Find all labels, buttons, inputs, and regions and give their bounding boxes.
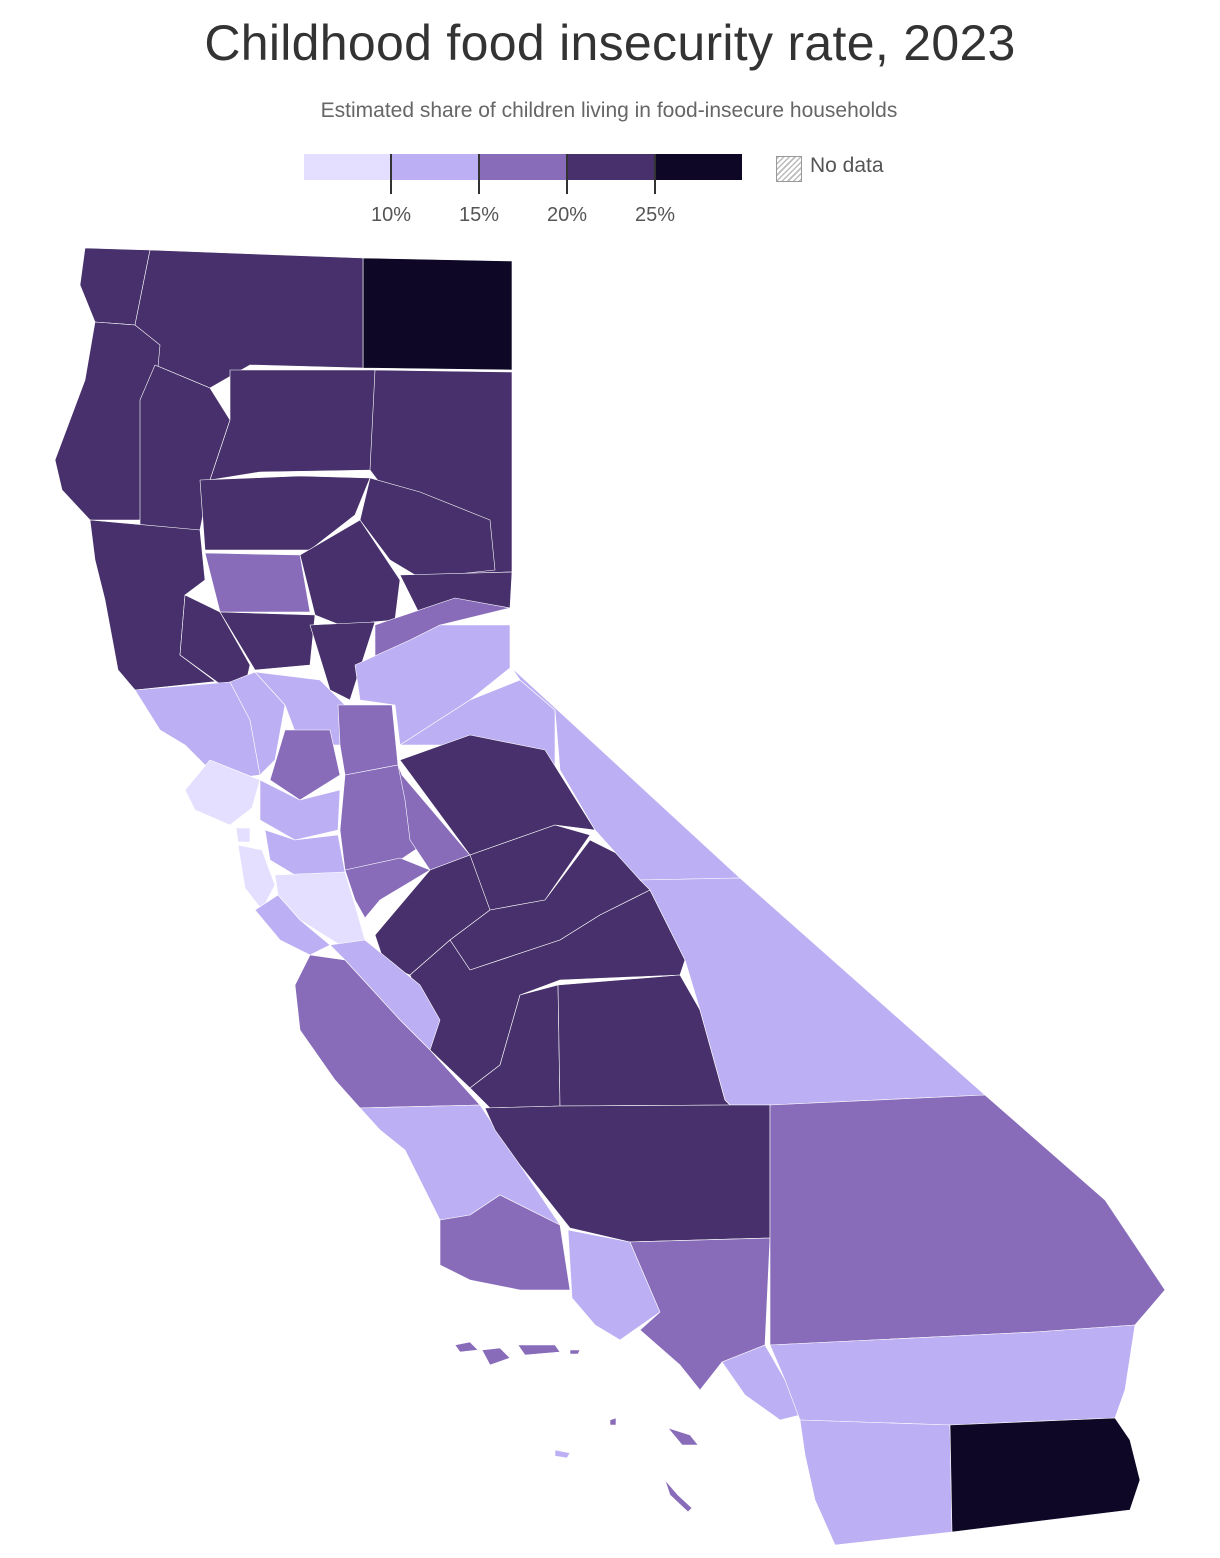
legend-bin-lt10 bbox=[304, 154, 391, 180]
island-anacapa bbox=[569, 1349, 581, 1355]
county-inyo bbox=[639, 877, 986, 1106]
county-siskiyou bbox=[134, 249, 364, 389]
county-imperial bbox=[949, 1417, 1141, 1533]
county-san-francisco bbox=[235, 827, 251, 843]
island-san-clemente bbox=[664, 1479, 693, 1513]
map-subtitle: Estimated share of children living in fo… bbox=[320, 99, 898, 122]
county-tehama bbox=[199, 475, 371, 551]
county-contra-costa bbox=[259, 779, 341, 841]
county-stanislaus bbox=[344, 857, 431, 919]
legend-tick bbox=[654, 154, 656, 194]
county-modoc bbox=[362, 257, 513, 371]
legend-tick-label: 15% bbox=[458, 204, 500, 226]
legend-tick bbox=[390, 154, 392, 194]
legend-tick bbox=[478, 154, 480, 194]
no-data-label: No data bbox=[810, 154, 884, 177]
county-san-diego bbox=[799, 1419, 953, 1546]
island-santa-barbara bbox=[609, 1417, 617, 1426]
county-sutter-yuba bbox=[309, 621, 376, 701]
county-santa-barbara bbox=[439, 1194, 571, 1291]
no-data-swatch bbox=[776, 156, 802, 182]
legend-tick-label: 20% bbox=[546, 204, 588, 226]
island-san-nicolas bbox=[554, 1449, 571, 1459]
color-legend: 10% 15% 20% 25% No data bbox=[304, 154, 924, 234]
county-los-angeles bbox=[629, 1237, 771, 1391]
legend-bin-gt25 bbox=[655, 154, 742, 180]
county-san-mateo bbox=[237, 844, 276, 911]
county-sacramento bbox=[337, 704, 399, 776]
island-santa-cruz bbox=[517, 1344, 561, 1356]
legend-tick-label: 25% bbox=[634, 204, 676, 226]
map-title: Childhood food insecurity rate, 2023 bbox=[204, 15, 1016, 71]
island-san-miguel-santa-rosa bbox=[454, 1341, 511, 1366]
legend-bin-10to15 bbox=[391, 154, 479, 180]
legend-bin-15to20 bbox=[479, 154, 567, 180]
county-colusa bbox=[219, 611, 316, 671]
county-san-bernardino bbox=[769, 1094, 1166, 1346]
legend-bin-20to25 bbox=[567, 154, 655, 180]
county-shasta bbox=[209, 369, 376, 481]
county-solano bbox=[269, 729, 341, 801]
county-placer bbox=[354, 624, 511, 746]
legend-tick-label: 10% bbox=[370, 204, 412, 226]
legend-tick bbox=[566, 154, 568, 194]
island-santa-catalina bbox=[667, 1427, 699, 1446]
county-glenn bbox=[204, 552, 311, 613]
